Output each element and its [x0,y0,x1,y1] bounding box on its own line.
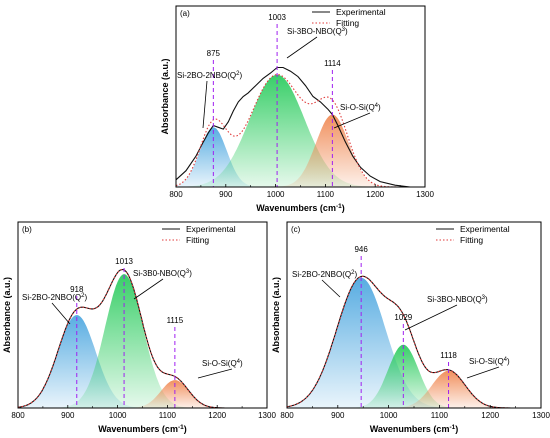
component-band-1 [18,315,267,408]
x-tick-label: 1000 [109,411,127,420]
peak-label: 1003 [268,13,286,22]
legend-fitting-label: Fitting [336,18,359,28]
arrow-icon [333,112,371,129]
arrow-icon [197,368,233,379]
x-tick-label: 1200 [481,411,499,420]
x-tick-label: 1200 [208,411,226,420]
legend-fitting-label: Fitting [460,235,483,245]
x-tick-label: 1300 [416,190,434,199]
x-tick-label: 1300 [532,411,550,420]
x-tick-label: 1100 [431,411,449,420]
x-tick-label: 1000 [380,411,398,420]
component-label: Si-3BO-NBO(Q3) [427,295,488,304]
component-band-1 [287,277,541,408]
component-label: Si-2BO-2NBO(Q2) [292,270,357,279]
component-label: Si-O-Si(Q4) [202,359,243,368]
y-axis-title: Absorbance (a.u.) [2,277,12,353]
arrow-icon [133,278,164,300]
x-axis-title: Wavenumbers (cm-1) [98,424,186,435]
component-band-2 [176,74,425,187]
x-axis-title: Wavenumbers (cm-1) [256,203,344,214]
component-label: Si-O-Si(Q4) [340,103,381,112]
legend-experimental-label: Experimental [186,224,236,234]
panel-label: (c) [291,225,301,234]
fitting-line [17,268,267,409]
y-axis-title: Absorbance (a.u.) [160,58,170,134]
x-tick-label: 1200 [366,190,384,199]
x-tick-label: 900 [331,411,345,420]
peak-label: 1118 [440,351,457,360]
peak-label: 875 [207,49,221,58]
x-tick-label: 900 [219,190,233,199]
peak-label: 1114 [324,59,341,68]
component-band-2 [18,274,267,408]
component-label: Si-2BO-2NBO(Q2) [177,71,242,80]
arrow-icon [404,304,458,331]
legend-fitting-label: Fitting [186,235,209,245]
x-tick-label: 800 [169,190,183,199]
experimental-line [175,66,425,188]
component-band-1 [176,127,425,187]
x-tick-label: 900 [61,411,75,420]
legend-experimental-label: Experimental [336,7,386,17]
panel-label: (a) [180,9,190,18]
arrow-icon [321,279,341,298]
fitting-line [175,73,425,188]
component-label: Si-3B0-NBO(Q3) [133,269,192,278]
legend-experimental-label: Experimental [460,224,510,234]
peak-label: 1115 [167,316,184,325]
component-label: Si-2BO-2NBO(Q2) [22,293,87,302]
peak-label: 1013 [115,257,133,266]
x-tick-label: 800 [280,411,294,420]
component-band-2 [287,344,541,408]
x-tick-label: 1100 [159,411,177,420]
component-label: Si-O-Si(Q4) [469,357,510,366]
arrow-icon [51,302,71,325]
peak-label: 1029 [394,313,412,322]
peak-label: 918 [70,285,84,294]
component-label: Si-3BO-NBO(Q3) [287,27,348,36]
x-tick-label: 800 [11,411,25,420]
panel-3: 946 Si-2BO-2NBO(Q2) 1029 Si-3BO-NBO(Q3) 1118… [271,221,550,435]
arrow-icon [466,366,500,379]
arrow-icon [286,36,318,59]
peak-label: 946 [354,245,368,254]
x-tick-label: 1000 [267,190,285,199]
x-tick-label: 1300 [258,411,276,420]
x-tick-label: 1100 [317,190,335,199]
y-axis-title: Absorbance (a.u.) [271,277,281,353]
x-axis-title: Wavenumbers (cm-1) [370,424,458,435]
arrow-icon [202,80,208,129]
panel-label: (b) [22,225,32,234]
